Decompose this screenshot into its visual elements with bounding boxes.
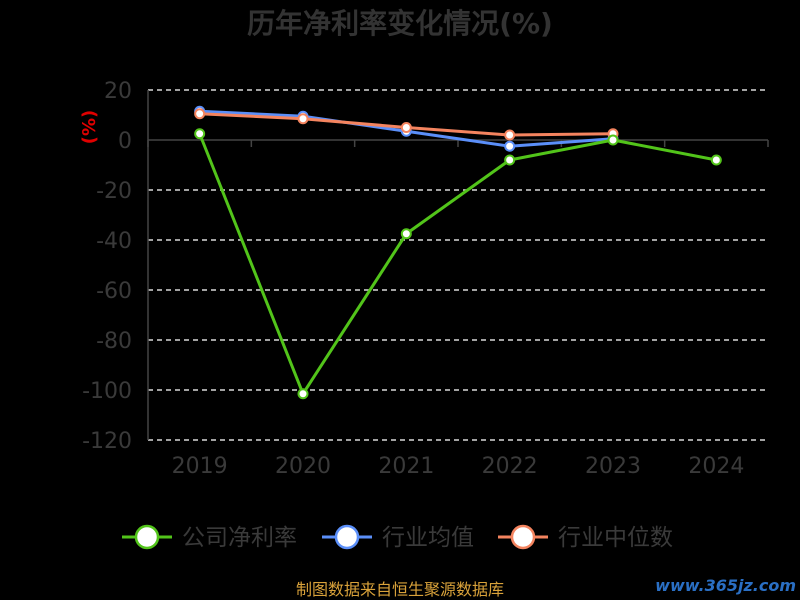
x-tick-label: 2022 bbox=[482, 454, 538, 479]
data-point[interactable] bbox=[504, 140, 516, 152]
x-tick-label: 2020 bbox=[275, 454, 331, 479]
series-line-0 bbox=[198, 133, 717, 396]
series-lines bbox=[194, 105, 722, 400]
watermark: www.365jz.com bbox=[655, 576, 796, 595]
x-tick-label: 2024 bbox=[688, 454, 744, 479]
x-tick-labels: 2019 2020 2021 2022 2023 2024 bbox=[172, 454, 745, 479]
legend-item-2[interactable]: 行业中位数 bbox=[498, 524, 673, 551]
legend[interactable]: 公司净利率 行业均值 行业中位数 bbox=[122, 524, 673, 551]
y-tick-label: -120 bbox=[82, 429, 132, 454]
y-tick-label: -20 bbox=[96, 179, 132, 204]
legend-marker bbox=[134, 524, 160, 550]
y-tick-label: -40 bbox=[96, 229, 132, 254]
y-tick-label: 20 bbox=[104, 79, 132, 104]
data-point[interactable] bbox=[710, 154, 722, 166]
legend-label: 行业均值 bbox=[382, 525, 474, 551]
data-point[interactable] bbox=[400, 228, 412, 240]
y-tick-labels: 20 0 -20 -40 -60 -80 -100 -120 bbox=[82, 79, 132, 454]
y-tick-label: -60 bbox=[96, 279, 132, 304]
legend-label: 行业中位数 bbox=[558, 525, 673, 551]
y-tick-label: -80 bbox=[96, 329, 132, 354]
y-tick-label: -100 bbox=[82, 379, 132, 404]
data-point[interactable] bbox=[194, 108, 206, 120]
legend-marker bbox=[334, 524, 360, 550]
chart-title: 历年净利率变化情况(%) bbox=[247, 7, 553, 40]
data-point[interactable] bbox=[297, 388, 309, 400]
axes bbox=[147, 90, 769, 440]
data-point[interactable] bbox=[504, 154, 516, 166]
data-point[interactable] bbox=[504, 129, 516, 141]
data-point[interactable] bbox=[400, 122, 412, 133]
x-tick-label: 2023 bbox=[585, 454, 641, 479]
x-tick-label: 2019 bbox=[172, 454, 228, 479]
data-point[interactable] bbox=[297, 113, 309, 125]
y-axis-unit: (%) bbox=[79, 110, 100, 145]
y-tick-label: 0 bbox=[118, 129, 132, 154]
data-point[interactable] bbox=[194, 128, 206, 140]
legend-label: 公司净利率 bbox=[182, 525, 297, 551]
legend-marker bbox=[510, 524, 536, 550]
legend-item-1[interactable]: 行业均值 bbox=[322, 524, 474, 551]
gridlines bbox=[148, 89, 768, 441]
data-point[interactable] bbox=[607, 134, 619, 146]
legend-item-0[interactable]: 公司净利率 bbox=[122, 524, 297, 551]
source-note: 制图数据来自恒生聚源数据库 bbox=[296, 580, 504, 599]
x-tick-label: 2021 bbox=[378, 454, 434, 479]
